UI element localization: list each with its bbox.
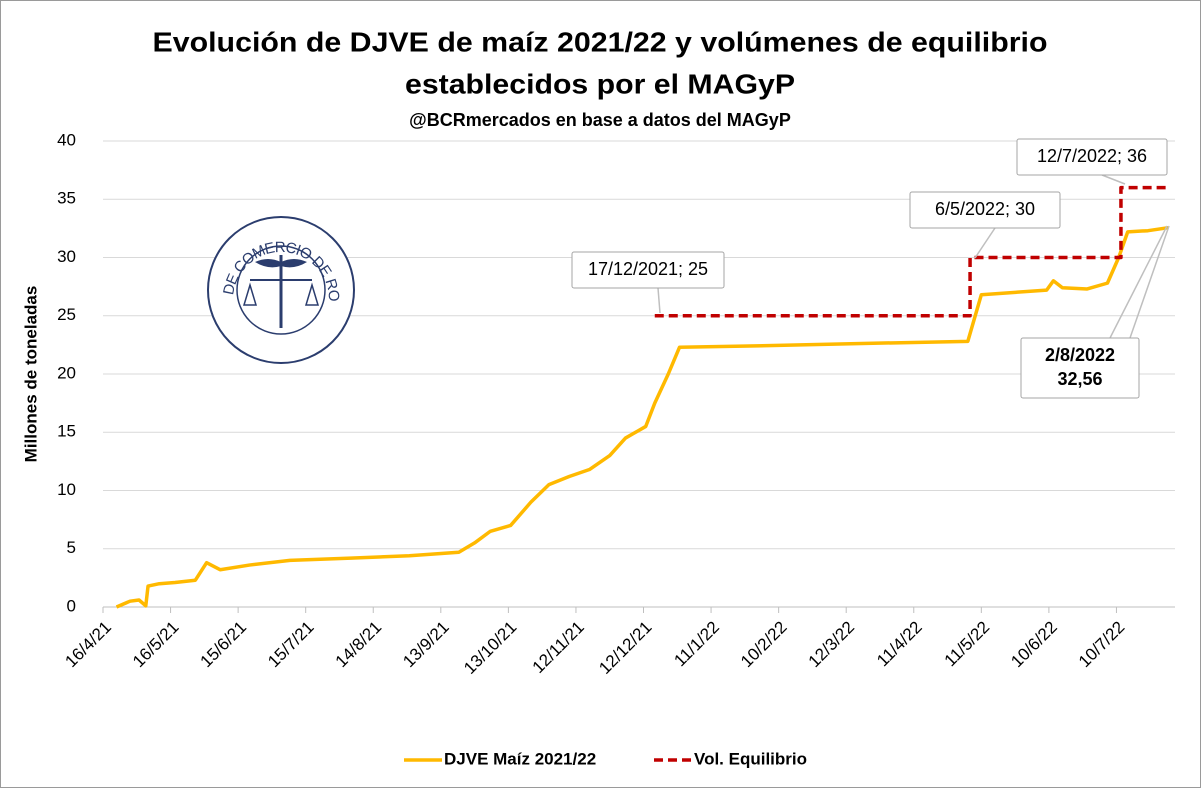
chart-title: Evolución de DJVE de maíz 2021/22 y volú… [153, 26, 1048, 57]
annotation-box [571, 251, 725, 289]
y-tick-label: 10 [57, 480, 76, 499]
y-tick-label: 35 [57, 189, 76, 208]
y-tick-label: 40 [57, 130, 76, 149]
chart-subtitle: @BCRmercados en base a datos del MAGyP [409, 110, 791, 130]
annotation-box [1016, 138, 1168, 176]
y-tick-label: 25 [57, 305, 76, 324]
y-tick-label: 15 [57, 422, 76, 441]
annotation-text: 2/8/2022 [1045, 345, 1115, 365]
logo-wings [255, 259, 307, 268]
y-tick-label: 30 [57, 247, 76, 266]
logo-ring [236, 245, 326, 335]
annotation-leader [1129, 225, 1170, 339]
annotation-text: 17/12/2021; 25 [588, 259, 708, 279]
annotation-text: 32,56 [1057, 369, 1102, 389]
annotation-text: 12/7/2022; 36 [1037, 146, 1147, 166]
y-tick-label: 20 [57, 363, 76, 382]
y-tick-label: 0 [67, 596, 76, 615]
annotation-leader [1109, 225, 1168, 339]
data-line [115, 225, 1169, 609]
annotation-leader [657, 287, 661, 314]
annotation-leader [1101, 174, 1126, 185]
logo-scales [242, 282, 320, 306]
annotation-box [909, 191, 1061, 229]
data-line [654, 185, 1169, 318]
annotation-leader [974, 227, 996, 259]
legend-label: DJVE Maíz 2021/22 [444, 749, 596, 768]
annotation-box [1020, 337, 1140, 399]
y-axis-label: Millones de toneladas [21, 286, 40, 463]
annotation-text: 6/5/2022; 30 [935, 199, 1035, 219]
chart-title: establecidos por el MAGyP [405, 68, 795, 99]
legend-label: Vol. Equilibrio [694, 749, 807, 768]
y-tick-label: 5 [67, 538, 76, 557]
